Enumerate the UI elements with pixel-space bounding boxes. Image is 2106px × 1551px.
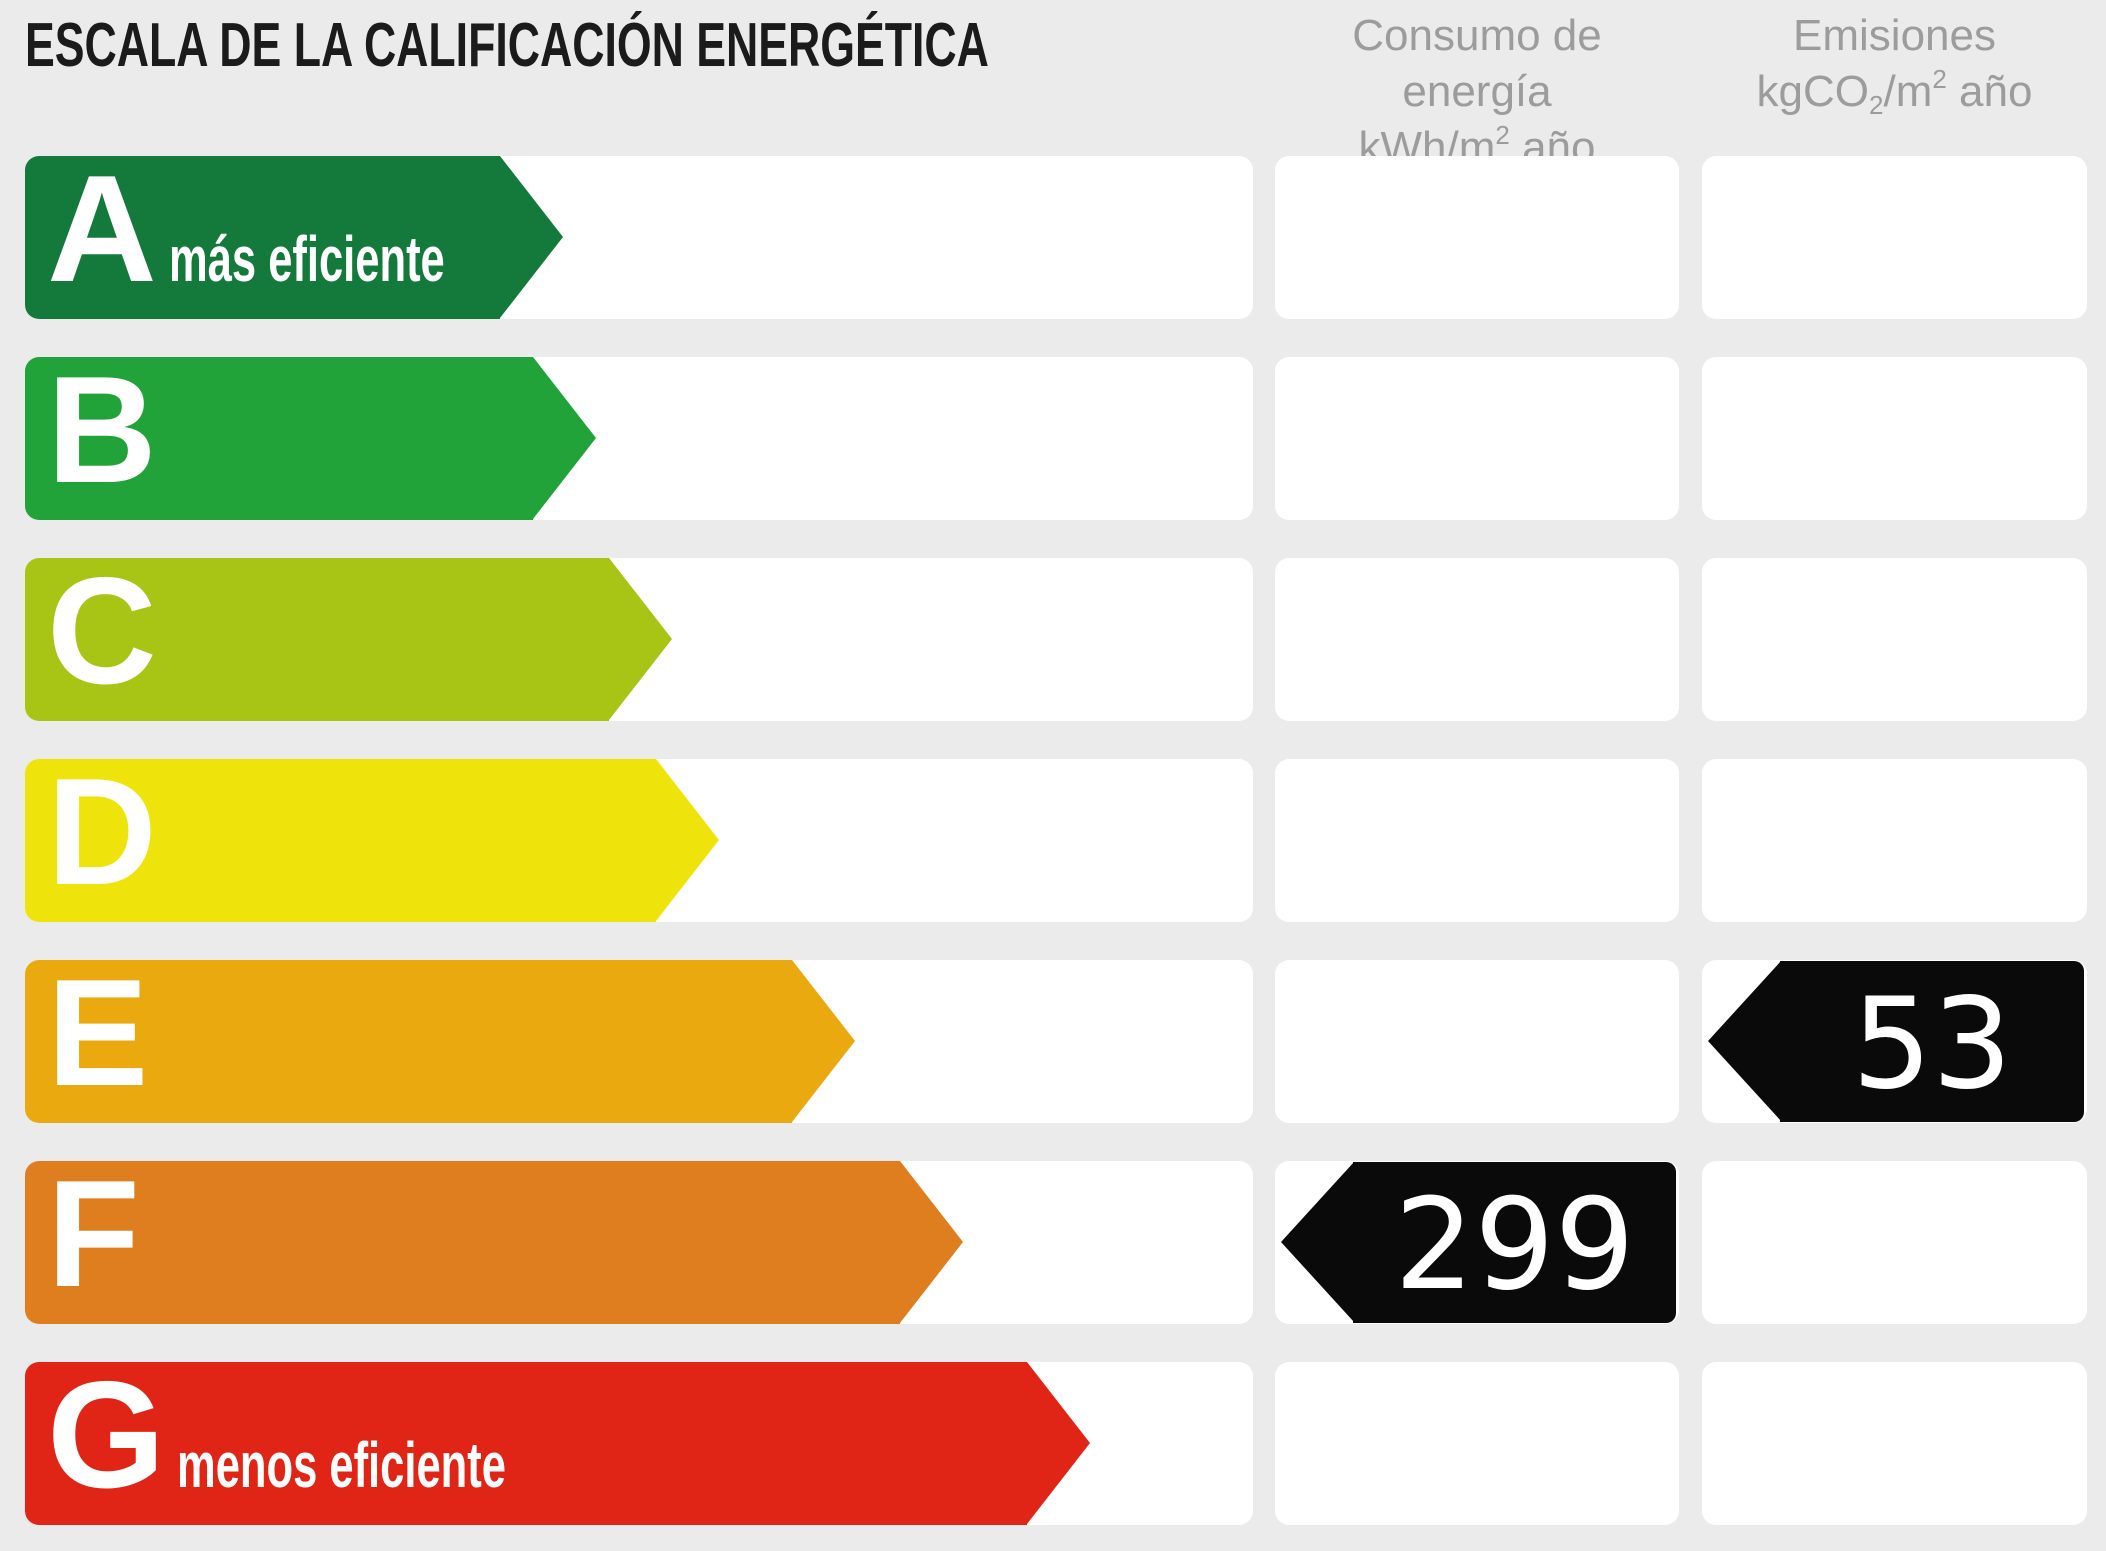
unit-superscript: 2 xyxy=(1932,64,1947,94)
rating-letter: D xyxy=(47,747,157,917)
emisiones-cell xyxy=(1702,1362,2087,1525)
page-title: ESCALA DE LA CALIFICACIÓN ENERGÉTICA xyxy=(25,11,989,80)
rating-letter: F xyxy=(47,1149,140,1319)
emisiones-header-title: Emisiones xyxy=(1793,11,1996,60)
rating-letter: A xyxy=(47,144,157,314)
emisiones-column-header: Emisiones kgCO2/m2 año xyxy=(1702,8,2087,125)
rating-bar-f: F xyxy=(25,1158,963,1324)
emisiones-cell xyxy=(1702,156,2087,319)
consumo-cell xyxy=(1275,558,1679,721)
emisiones-cell xyxy=(1702,1161,2087,1324)
unit-text: año xyxy=(1946,67,2033,116)
consumo-value-body: 299 xyxy=(1353,1162,1676,1323)
rating-note: menos eficiente xyxy=(177,1429,507,1501)
emisiones-value-body: 53 xyxy=(1780,961,2084,1122)
unit-superscript: 2 xyxy=(1495,120,1510,150)
rating-row-c: C xyxy=(0,555,2106,721)
rating-row-f: F 299 xyxy=(0,1158,2106,1324)
emisiones-cell xyxy=(1702,357,2087,520)
emisiones-cell xyxy=(1702,558,2087,721)
rating-bar-c: C xyxy=(25,555,672,721)
unit-subscript: 2 xyxy=(1869,90,1884,120)
emisiones-value: 53 xyxy=(1851,970,2013,1117)
consumo-cell xyxy=(1275,357,1679,520)
left-arrow-tip-icon xyxy=(1708,961,1781,1121)
rating-letter: B xyxy=(47,345,157,515)
rating-row-e: E 53 xyxy=(0,957,2106,1123)
consumo-cell xyxy=(1275,759,1679,922)
rating-letter: E xyxy=(47,948,149,1118)
rating-note: más eficiente xyxy=(168,223,445,295)
emisiones-header-unit: kgCO2/m2 año xyxy=(1702,64,2087,125)
rating-bar-e: E xyxy=(25,957,855,1123)
consumo-value: 299 xyxy=(1394,1171,1635,1318)
consumo-cell xyxy=(1275,1362,1679,1525)
rating-row-b: B xyxy=(0,354,2106,520)
unit-text: /m xyxy=(1883,67,1933,116)
unit-text: kgCO xyxy=(1756,67,1869,116)
consumo-header-title: Consumo de energía xyxy=(1352,11,1602,116)
rating-letter: C xyxy=(47,546,157,716)
left-arrow-tip-icon xyxy=(1281,1162,1354,1322)
emisiones-cell xyxy=(1702,759,2087,922)
rating-row-d: D xyxy=(0,756,2106,922)
consumo-cell xyxy=(1275,960,1679,1123)
emisiones-value-arrow: 53 xyxy=(1708,961,2084,1122)
rating-letter: G xyxy=(47,1350,166,1520)
rating-bar-d: D xyxy=(25,756,719,922)
consumo-value-arrow: 299 xyxy=(1281,1162,1676,1323)
consumo-cell xyxy=(1275,156,1679,319)
rating-bar-b: B xyxy=(25,354,596,520)
